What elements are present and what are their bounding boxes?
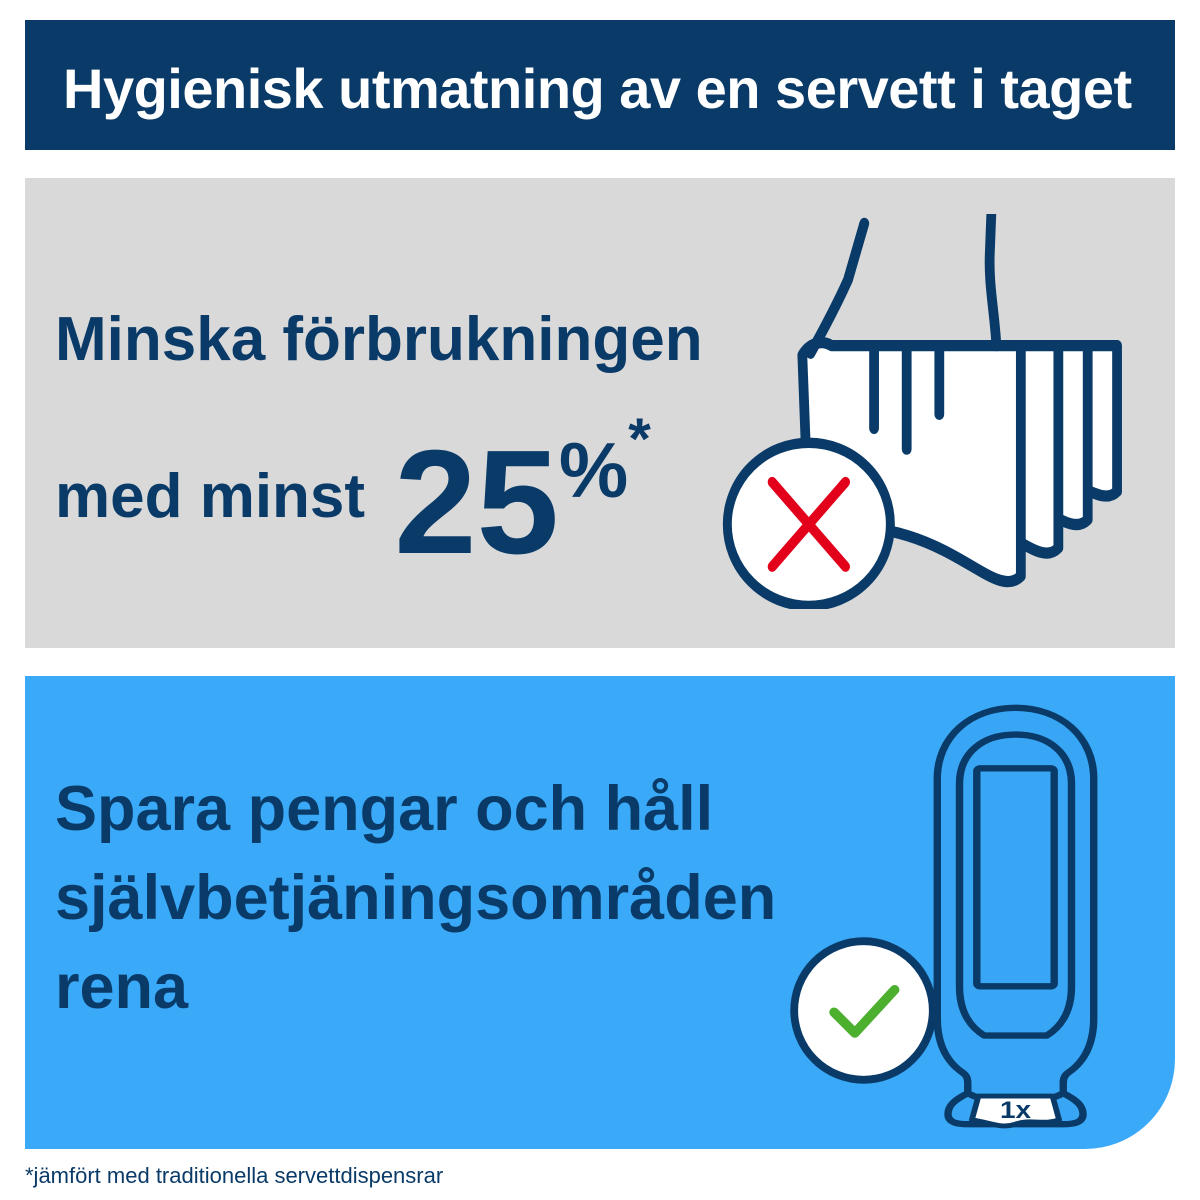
svg-text:1x: 1x (1000, 1096, 1032, 1124)
